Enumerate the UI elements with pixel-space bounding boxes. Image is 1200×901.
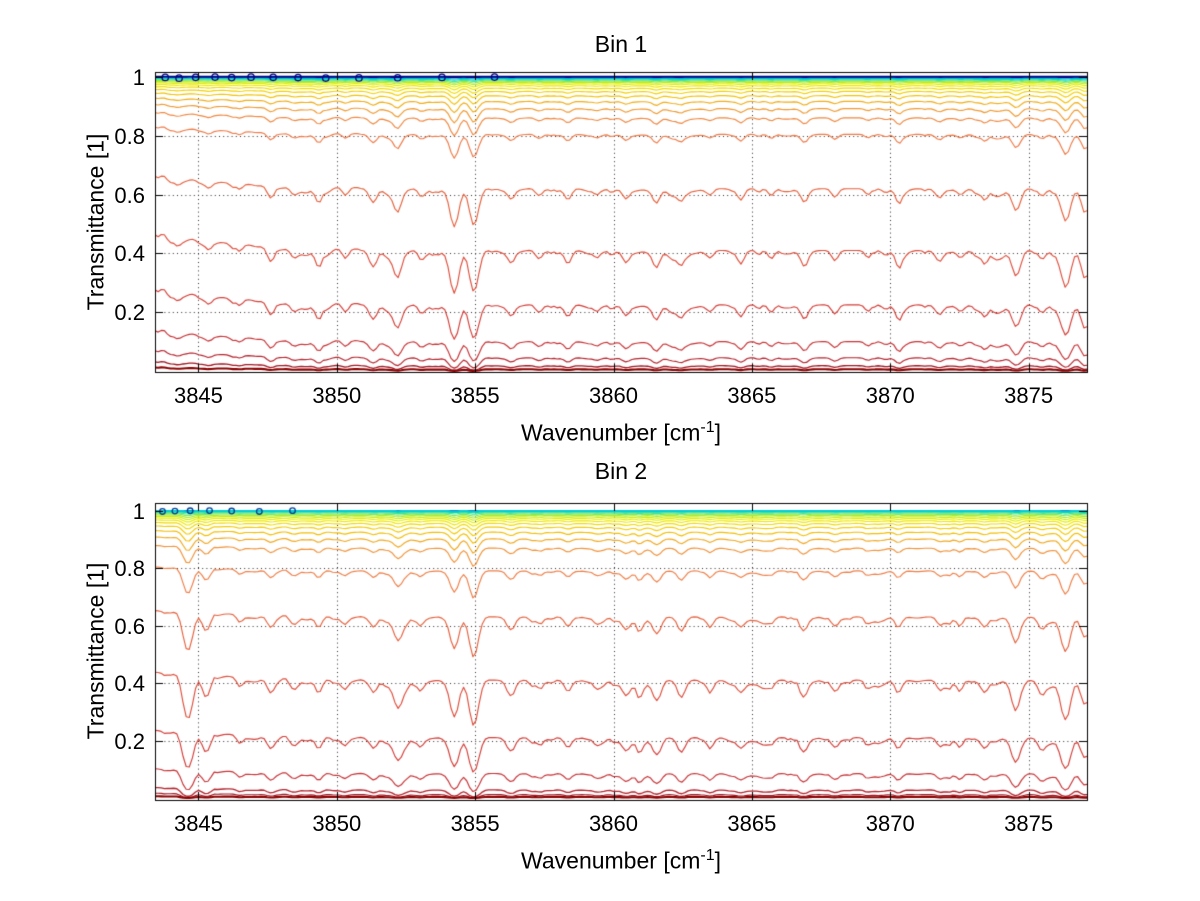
plot1-y-axis-label: Transmittance [1] [82, 133, 109, 311]
plot1-title: Bin 1 [594, 31, 648, 57]
plot1-x-axis-label-bracket: ] [714, 419, 721, 446]
plot2-x-axis-label-bracket: ] [714, 847, 721, 874]
plot1-x-axis-label-text: Wavenumber [cm [521, 419, 701, 446]
plot1-x-tick-label: 3855 [450, 383, 500, 408]
plot1-y-tick-label: 0.8 [114, 123, 145, 149]
plot1-x-tick-label: 3875 [1004, 383, 1054, 408]
plot1-y-tick-label: 0.4 [114, 241, 145, 267]
plot2-x-axis-label: Wavenumber [cm-1] [371, 847, 871, 875]
plot2-x-tick-label: 3865 [727, 811, 777, 836]
plot2-x-tick-label: 3845 [173, 811, 223, 836]
plot1-y-tick-label: 0.2 [114, 300, 145, 326]
plot1-x-axis-label-superscript: -1 [700, 419, 715, 436]
plot2-y-axis-label: Transmittance [1] [82, 562, 109, 740]
plot1-x-tick-label: 3860 [589, 383, 638, 408]
plot2-x-tick-label: 3855 [450, 811, 500, 836]
plot2-x-tick-label: 3870 [865, 811, 915, 836]
plot1-y-tick-label: 0.6 [114, 182, 145, 208]
plot1-x-tick-label: 3870 [865, 383, 915, 408]
plot1-y-tick-label: 1 [132, 65, 145, 90]
plot2-x-tick-label: 3860 [589, 811, 638, 836]
plot2-y-tick-label: 1 [132, 498, 145, 524]
plot2-x-axis-label-text: Wavenumber [cm [521, 847, 701, 874]
plot1-x-axis-label: Wavenumber [cm-1] [371, 419, 871, 447]
plot1-x-tick-label: 3845 [173, 383, 223, 408]
plot2-y-tick-label: 0.2 [114, 728, 145, 754]
plot1-x-tick-label: 3865 [727, 383, 777, 408]
plot2-x-tick-label: 3875 [1004, 811, 1054, 836]
plot2-y-tick-label: 0.6 [114, 613, 145, 639]
plot2-y-tick-label: 0.4 [114, 671, 145, 696]
plot2-title: Bin 2 [594, 458, 648, 484]
plot1-x-tick-label: 3850 [312, 383, 362, 408]
plot2-y-tick-label: 0.8 [114, 556, 145, 581]
plot2-x-axis-label-superscript: -1 [700, 847, 715, 864]
plot2-x-tick-label: 3850 [312, 811, 362, 836]
